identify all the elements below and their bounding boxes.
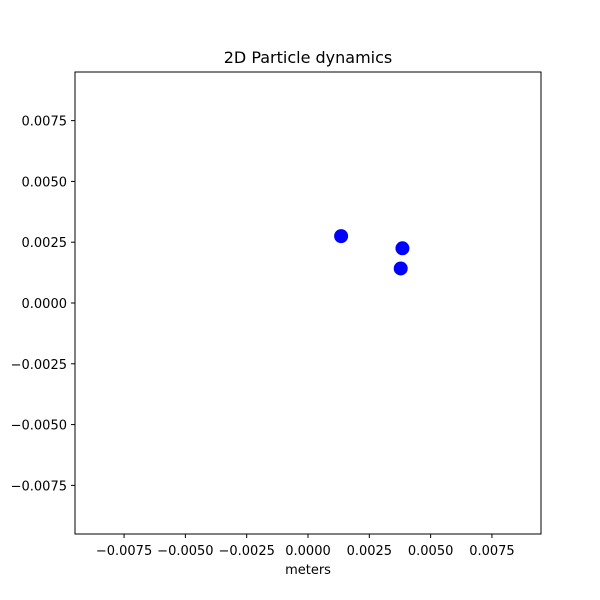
chart-title: 2D Particle dynamics [224,48,393,67]
plot-area: −0.0075 −0.0050 −0.0025 0.0000 0.0025 0.0050 0… [11,71,542,559]
y-tick-label: 0.0025 [22,236,68,251]
x-axis-label: meters [285,563,331,578]
x-tick-label: 0.0075 [469,544,515,559]
x-tick-label: 0.0050 [408,544,454,559]
y-tick-label: −0.0050 [11,419,67,434]
particle-point [334,229,349,244]
particle-point [393,261,408,276]
x-tick-label: 0.0025 [347,544,393,559]
y-tick-label: 0.0050 [22,175,68,190]
y-tick-label: −0.0025 [11,358,67,373]
y-tick-label: 0.0000 [22,297,68,312]
x-tick-label: −0.0075 [96,544,152,559]
x-tick-label: 0.0000 [285,544,331,559]
y-tick-label: −0.0075 [11,479,67,494]
x-tick-label: −0.0050 [157,544,213,559]
x-tick-label: −0.0025 [218,544,274,559]
particle-point [395,241,410,256]
y-tick-label: 0.0075 [22,115,68,130]
